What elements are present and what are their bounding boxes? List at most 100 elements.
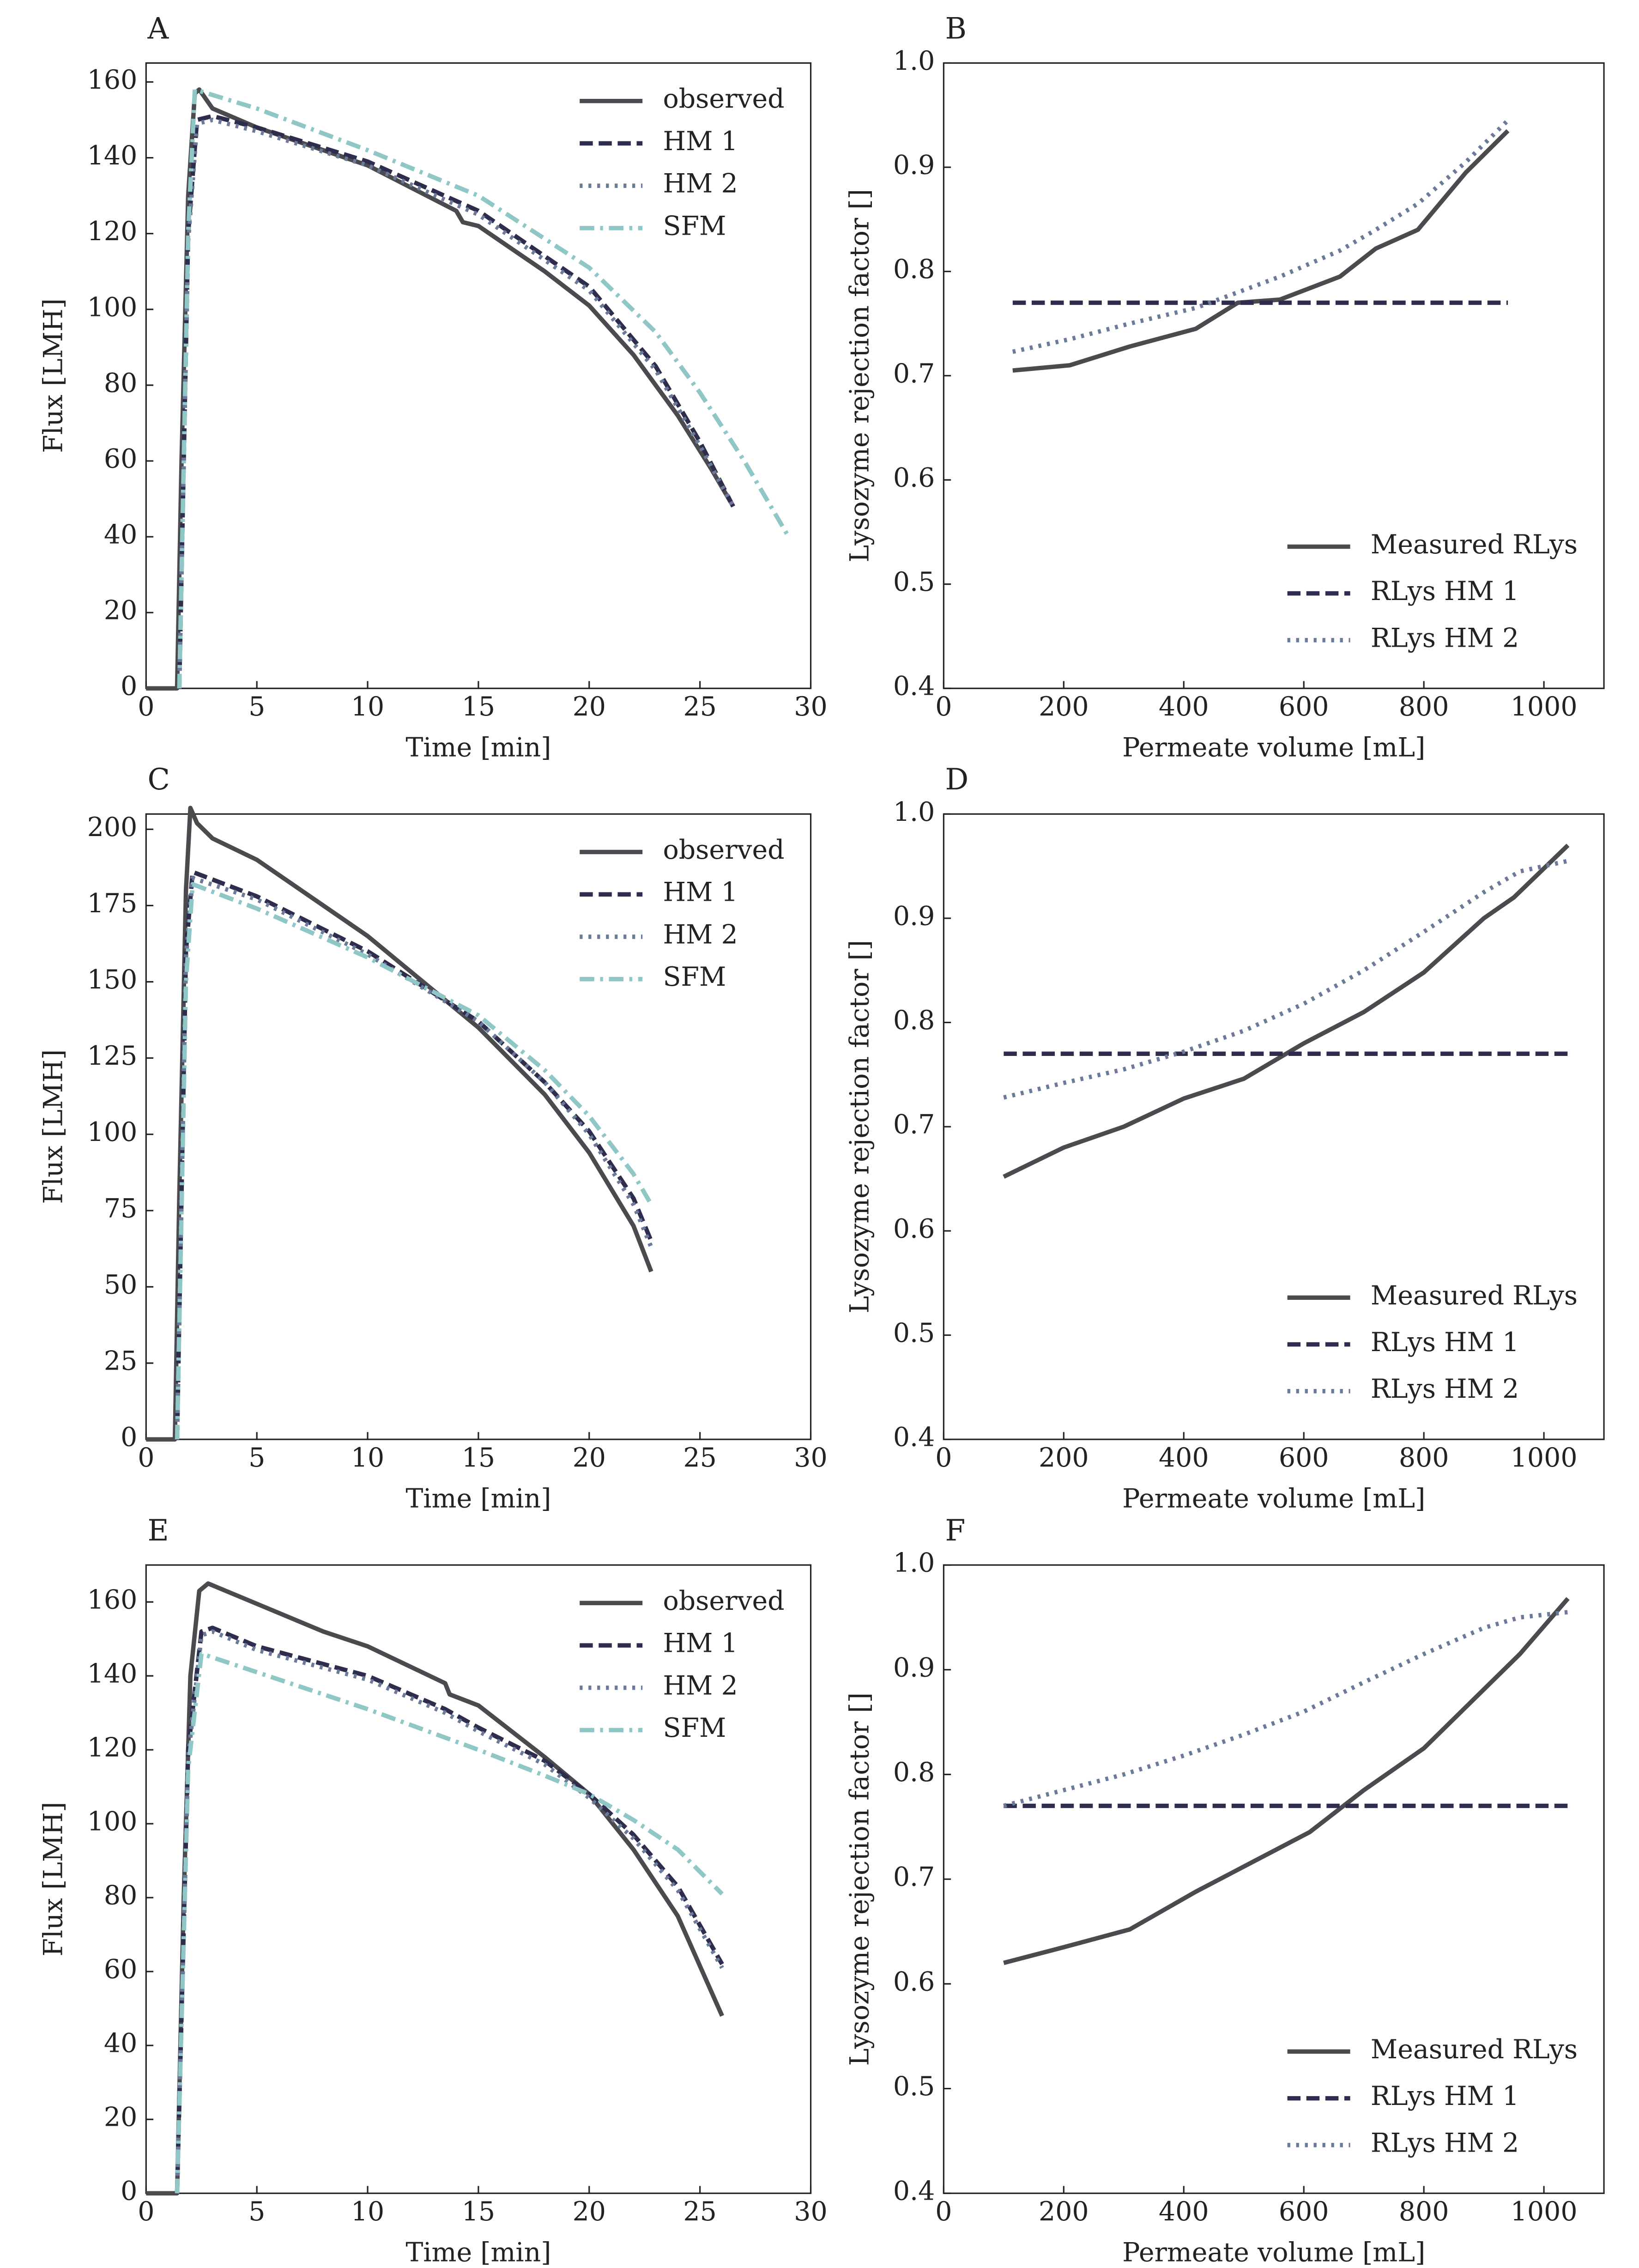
y-tick-label: 20	[104, 595, 137, 626]
x-axis-label: Permeate volume [mL]	[1122, 733, 1425, 763]
y-tick-label: 0.9	[893, 901, 935, 931]
x-tick-label: 10	[351, 1443, 384, 1473]
y-tick-label: 40	[104, 2028, 137, 2059]
x-tick-label: 5	[248, 691, 265, 722]
x-tick-label: 15	[462, 1443, 495, 1473]
legend-label: HM 2	[663, 1670, 738, 1701]
y-tick-label: 160	[87, 1585, 138, 1615]
legend-label: RLys HM 2	[1371, 1374, 1519, 1404]
legend-label: Measured RLys	[1371, 1280, 1578, 1311]
y-tick-label: 20	[104, 2102, 137, 2133]
y-tick-label: 0.4	[893, 1422, 935, 1453]
legend-label: HM 1	[663, 877, 738, 908]
series-line	[175, 1625, 724, 2194]
x-tick-label: 400	[1159, 691, 1209, 722]
y-tick-label: 100	[87, 1117, 138, 1147]
x-tick-label: 1000	[1511, 1443, 1578, 1473]
legend-label: HM 1	[663, 1628, 738, 1659]
plot-frame	[145, 1564, 812, 2194]
y-tick-label: 0.6	[893, 1213, 935, 1244]
series-line	[177, 114, 735, 689]
x-tick-label: 15	[462, 2196, 495, 2227]
series-line	[175, 1629, 724, 2194]
y-tick-label: 150	[87, 964, 138, 995]
series-line	[1003, 859, 1569, 1100]
y-tick-label: 0.5	[893, 2071, 935, 2102]
plot-frame	[145, 813, 812, 1440]
series-line	[146, 806, 653, 1442]
legend-label: RLys HM 1	[1371, 1327, 1519, 1358]
y-axis-label: Lysozyme rejection factor []	[845, 1692, 875, 2066]
y-axis-label: Flux [LMH]	[38, 1049, 69, 1204]
y-tick-label: 50	[104, 1269, 137, 1300]
x-tick-label: 10	[351, 691, 384, 722]
y-tick-label: 0.7	[893, 1862, 935, 1892]
x-tick-label: 400	[1159, 2196, 1209, 2227]
panel-label: A	[147, 11, 169, 45]
legend-label: Measured RLys	[1371, 529, 1578, 560]
x-tick-label: 800	[1399, 1443, 1449, 1473]
series-line	[1012, 119, 1510, 354]
y-tick-label: 1.0	[893, 46, 935, 76]
legend-label: observed	[663, 835, 784, 865]
x-tick-label: 30	[794, 2196, 827, 2227]
y-tick-label: 25	[104, 1346, 137, 1376]
legend-label: RLys HM 2	[1371, 623, 1519, 653]
y-tick-label: 175	[87, 888, 138, 919]
series-line	[1003, 843, 1570, 1179]
y-tick-label: 1.0	[893, 1548, 935, 1578]
series-line	[177, 117, 735, 689]
y-tick-label: 0.9	[893, 1652, 935, 1683]
y-tick-label: 0	[121, 2176, 137, 2207]
y-tick-label: 80	[104, 1880, 137, 1911]
x-tick-label: 20	[573, 691, 606, 722]
legend-label: HM 2	[663, 169, 738, 199]
y-tick-label: 0.4	[893, 671, 935, 702]
legend-label: HM 2	[663, 919, 738, 950]
y-tick-label: 0.7	[893, 1110, 935, 1140]
series-line	[177, 87, 791, 689]
x-tick-label: 25	[683, 2196, 716, 2227]
x-tick-label: 0	[138, 1443, 154, 1473]
y-axis-label: Flux [LMH]	[38, 298, 69, 453]
series-line	[175, 870, 653, 1440]
y-tick-label: 0.9	[893, 150, 935, 181]
legend-label: RLys HM 2	[1371, 2128, 1519, 2158]
legend-label: SFM	[663, 1713, 726, 1743]
x-tick-label: 800	[1399, 691, 1449, 722]
x-tick-label: 600	[1279, 2196, 1329, 2227]
y-tick-label: 140	[87, 1659, 138, 1689]
x-axis-label: Permeate volume [mL]	[1122, 2238, 1425, 2268]
y-tick-label: 0	[121, 1422, 137, 1453]
legend-label: RLys HM 1	[1371, 576, 1519, 606]
x-tick-label: 200	[1039, 691, 1089, 722]
y-tick-label: 0.4	[893, 2176, 935, 2207]
series-line	[1012, 129, 1510, 373]
y-tick-label: 0.8	[893, 1757, 935, 1788]
x-tick-label: 30	[794, 1443, 827, 1473]
series-line	[175, 876, 653, 1440]
y-tick-label: 100	[87, 292, 138, 322]
x-tick-label: 25	[683, 691, 716, 722]
y-tick-label: 0.5	[893, 1318, 935, 1348]
legend-label: observed	[663, 1586, 784, 1616]
x-tick-label: 0	[935, 1443, 952, 1473]
y-tick-label: 0.6	[893, 1966, 935, 1997]
y-tick-label: 160	[87, 65, 138, 95]
x-tick-label: 10	[351, 2196, 384, 2227]
y-tick-label: 60	[104, 1954, 137, 1985]
x-tick-label: 0	[138, 2196, 154, 2227]
y-axis-label: Lysozyme rejection factor []	[845, 940, 875, 1313]
x-tick-label: 1000	[1511, 691, 1578, 722]
y-tick-label: 75	[104, 1193, 137, 1224]
y-tick-label: 0.8	[893, 1005, 935, 1036]
plot-frame	[145, 62, 812, 689]
legend-label: HM 1	[663, 126, 738, 157]
y-tick-label: 0	[121, 671, 137, 702]
x-tick-label: 5	[248, 2196, 265, 2227]
x-tick-label: 0	[935, 2196, 952, 2227]
y-tick-label: 120	[87, 216, 138, 247]
y-axis-label: Lysozyme rejection factor []	[845, 189, 875, 562]
